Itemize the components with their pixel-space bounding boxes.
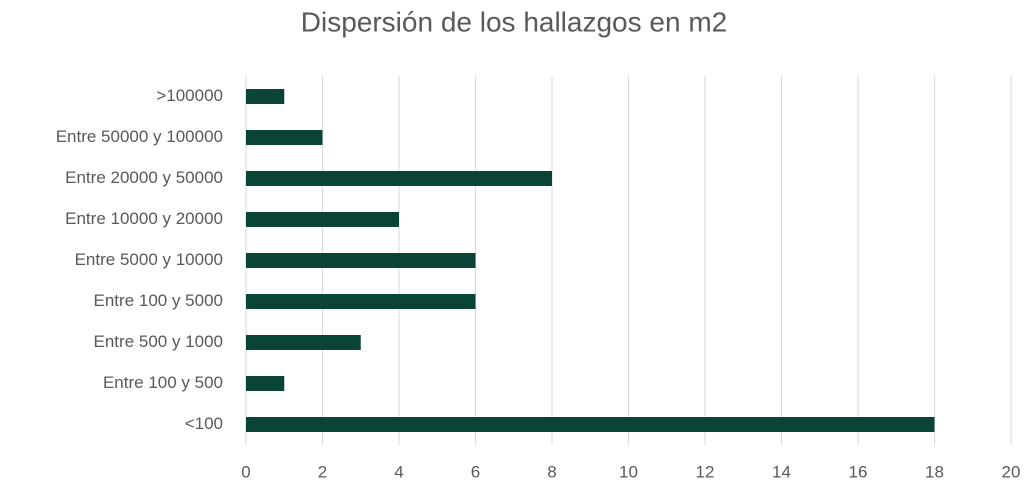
y-tick-label: Entre 5000 y 10000	[75, 250, 223, 269]
bar	[246, 212, 399, 227]
bar	[246, 253, 476, 268]
x-tick-label: 4	[394, 462, 403, 481]
bar	[246, 417, 935, 432]
bar	[246, 376, 285, 391]
bar	[246, 294, 476, 309]
x-tick-label: 0	[241, 462, 250, 481]
bar	[246, 130, 323, 145]
x-tick-label: 2	[318, 462, 327, 481]
bar	[246, 89, 285, 104]
y-tick-label: Entre 10000 y 20000	[65, 209, 223, 228]
y-tick-label: Entre 20000 y 50000	[65, 168, 223, 187]
y-tick-label: <100	[185, 414, 223, 433]
bar	[246, 171, 552, 186]
chart-title: Dispersión de los hallazgos en m2	[301, 6, 727, 37]
x-tick-label: 10	[619, 462, 638, 481]
x-tick-label: 18	[925, 462, 944, 481]
y-tick-label: Entre 100 y 5000	[94, 291, 223, 310]
x-tick-label: 6	[471, 462, 480, 481]
y-tick-label: Entre 100 y 500	[103, 373, 223, 392]
y-tick-label: >100000	[156, 86, 223, 105]
x-tick-label: 8	[547, 462, 556, 481]
bar	[246, 335, 361, 350]
x-tick-label: 12	[696, 462, 715, 481]
x-tick-label: 20	[1002, 462, 1021, 481]
y-tick-label: Entre 50000 y 100000	[56, 127, 223, 146]
x-tick-label: 14	[772, 462, 791, 481]
y-tick-label: Entre 500 y 1000	[94, 332, 223, 351]
x-tick-label: 16	[849, 462, 868, 481]
